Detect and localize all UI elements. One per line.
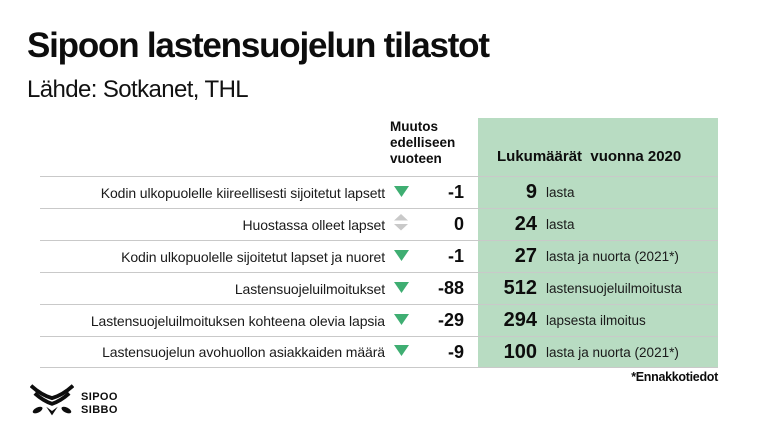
table-row: Huostassa olleet lapset 0 24 lasta [40, 208, 718, 240]
row-unit-label: lastensuojeluilmoitusta [546, 281, 682, 296]
stats-table: Kodin ulkopuolelle kiireellisesti sijoit… [40, 176, 718, 368]
change-column-header: Muutos edelliseen vuoteen [390, 119, 456, 166]
row-unit-label: lapsesta ilmoitus [546, 313, 646, 328]
row-label: Huostassa olleet lapset [242, 216, 386, 233]
row-change-value: -1 [447, 246, 464, 266]
row-change-value: -88 [437, 278, 464, 298]
trend-down-icon [393, 343, 409, 361]
sipoo-bird-icon [29, 384, 75, 423]
table-row: Lastensuojelun avohuollon asiakkaiden mä… [40, 336, 718, 368]
trend-icon-cell [385, 248, 417, 266]
sipoo-logo: SIPOO SIBBO [29, 384, 118, 423]
trend-icon-cell [385, 312, 417, 330]
logo-text-fi: SIPOO [81, 390, 118, 403]
row-change-value: 0 [453, 214, 464, 234]
row-label: Lastensuojeluilmoitukset [234, 280, 385, 297]
row-count-value: 24 [514, 213, 537, 235]
trend-neutral-icon [394, 213, 408, 236]
table-row: Lastensuojeluilmoituksen kohteena olevia… [40, 304, 718, 336]
row-label: Kodin ulkopuolelle sijoitetut lapset ja … [121, 248, 385, 265]
trend-down-icon [393, 184, 409, 202]
trend-icon-cell [385, 184, 417, 202]
row-unit-label: lasta [546, 217, 575, 232]
trend-down-icon [393, 248, 409, 266]
trend-icon-cell [385, 343, 417, 361]
row-count-value: 294 [503, 309, 537, 331]
trend-down-icon [393, 280, 409, 298]
row-count-value: 512 [503, 277, 537, 299]
logo-text-sv: SIBBO [81, 403, 118, 416]
table-row: Kodin ulkopuolelle kiireellisesti sijoit… [40, 176, 718, 208]
trend-icon-cell [385, 280, 417, 298]
row-change-value: -1 [447, 182, 464, 202]
row-label: Lastensuojelun avohuollon asiakkaiden mä… [102, 344, 385, 360]
value-column-panel [478, 118, 718, 368]
footnote: *Ennakkotiedot [631, 370, 718, 384]
row-label: Kodin ulkopuolelle kiireellisesti sijoit… [100, 184, 385, 201]
table-row: Kodin ulkopuolelle sijoitetut lapset ja … [40, 240, 718, 272]
row-count-value: 27 [514, 245, 537, 267]
row-count-value: 100 [503, 340, 537, 363]
value-column-header: Lukumäärät vuonna 2020 [497, 148, 682, 165]
table-row: Lastensuojeluilmoitukset -88 512 lastens… [40, 272, 718, 304]
page-subtitle: Lähde: Sotkanet, THL [27, 76, 249, 103]
row-unit-label: lasta [546, 185, 575, 200]
logo-text: SIPOO SIBBO [81, 391, 118, 417]
trend-down-icon [393, 312, 409, 330]
row-label: Lastensuojeluilmoituksen kohteena olevia… [90, 312, 385, 329]
row-change-value: -9 [447, 341, 464, 362]
trend-icon-cell [385, 213, 417, 236]
row-count-value: 9 [525, 181, 537, 203]
row-change-value: -29 [437, 310, 464, 330]
page-title: Sipoon lastensuojelun tilastot [27, 26, 490, 65]
row-unit-label: lasta ja nuorta (2021*) [546, 249, 679, 264]
row-unit-label: lasta ja nuorta (2021*) [546, 344, 679, 360]
